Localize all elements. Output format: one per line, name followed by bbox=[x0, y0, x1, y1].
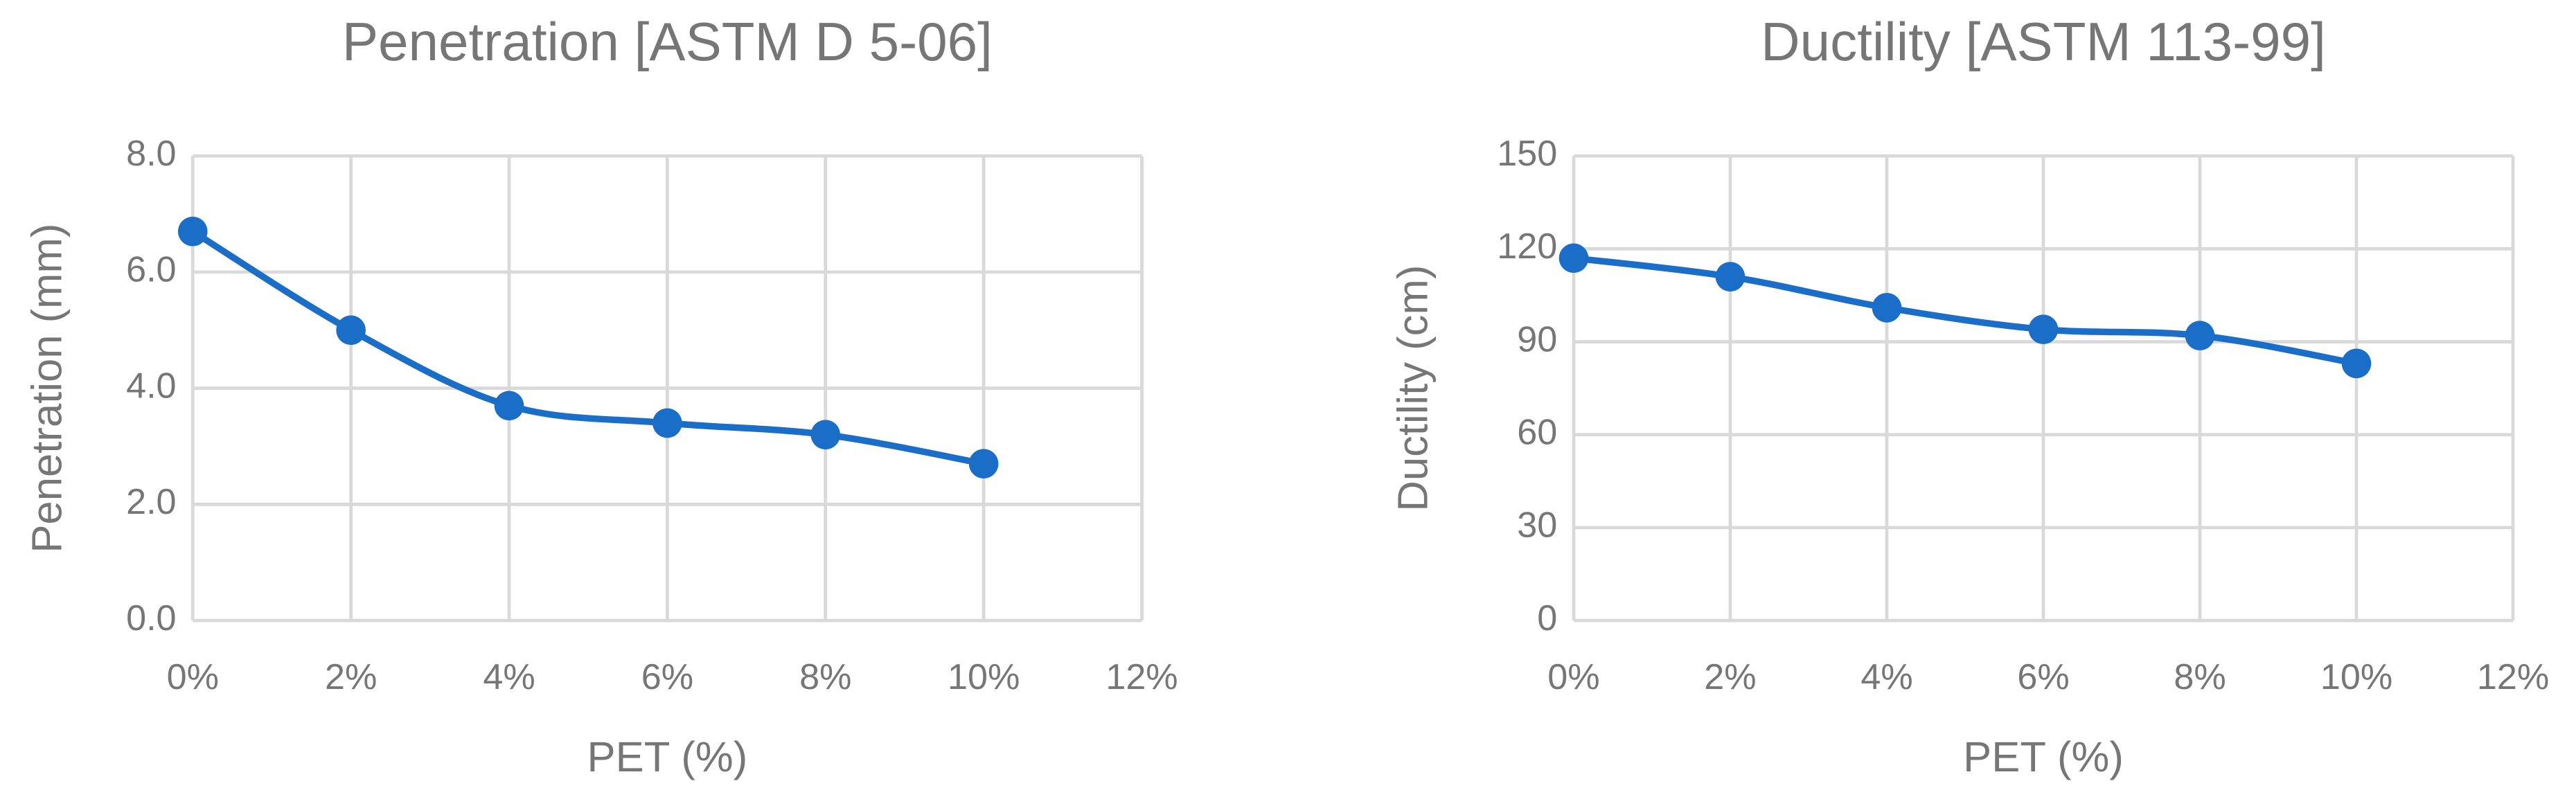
x-tick-label: 0% bbox=[1547, 657, 1599, 697]
y-tick-label: 8.0 bbox=[126, 134, 176, 174]
x-tick-label: 4% bbox=[483, 657, 535, 697]
y-tick-label: 60 bbox=[1517, 413, 1557, 453]
marker bbox=[2185, 321, 2215, 350]
marker bbox=[2028, 314, 2059, 345]
marker bbox=[1872, 293, 1902, 323]
x-tick-label: 0% bbox=[167, 657, 219, 697]
y-tick-label: 0.0 bbox=[126, 598, 176, 638]
marker bbox=[652, 408, 682, 438]
marker bbox=[968, 449, 999, 479]
y-tick-label: 0 bbox=[1537, 598, 1557, 638]
marker bbox=[1715, 262, 1746, 292]
x-axis-title: PET (%) bbox=[1963, 733, 2124, 781]
x-tick-label: 2% bbox=[325, 657, 377, 697]
line bbox=[1573, 255, 2357, 367]
marker bbox=[810, 420, 841, 450]
marker bbox=[2341, 348, 2372, 379]
x-tick-label: 12% bbox=[2477, 657, 2549, 697]
marker bbox=[494, 391, 524, 421]
x-tick-label: 12% bbox=[1105, 657, 1178, 697]
chart-title: Ductility [ASTM 113-99] bbox=[1761, 11, 2326, 72]
y-tick-label: 4.0 bbox=[126, 366, 176, 406]
y-tick-label: 6.0 bbox=[126, 250, 176, 290]
x-tick-label: 8% bbox=[799, 657, 851, 697]
y-tick-label: 150 bbox=[1497, 134, 1557, 174]
x-tick-label: 10% bbox=[2320, 657, 2392, 697]
x-axis-title: PET (%) bbox=[587, 733, 748, 781]
x-tick-label: 2% bbox=[1704, 657, 1756, 697]
y-tick-label: 30 bbox=[1517, 505, 1557, 546]
x-tick-label: 4% bbox=[1860, 657, 1912, 697]
x-tick-label: 6% bbox=[641, 657, 693, 697]
y-tick-label: 120 bbox=[1497, 226, 1557, 267]
x-tick-label: 8% bbox=[2174, 657, 2226, 697]
y-tick-label: 2.0 bbox=[126, 482, 176, 522]
y-axis-title: Ductility (cm) bbox=[1389, 265, 1437, 512]
marker bbox=[177, 216, 208, 247]
x-tick-label: 6% bbox=[2017, 657, 2069, 697]
marker bbox=[336, 315, 366, 346]
line bbox=[190, 229, 984, 467]
y-axis-title: Penetration (mm) bbox=[23, 224, 71, 553]
y-tick-label: 90 bbox=[1517, 319, 1557, 359]
chart-title: Penetration [ASTM D 5-06] bbox=[342, 11, 993, 72]
x-tick-label: 10% bbox=[948, 657, 1020, 697]
marker bbox=[1558, 243, 1589, 274]
